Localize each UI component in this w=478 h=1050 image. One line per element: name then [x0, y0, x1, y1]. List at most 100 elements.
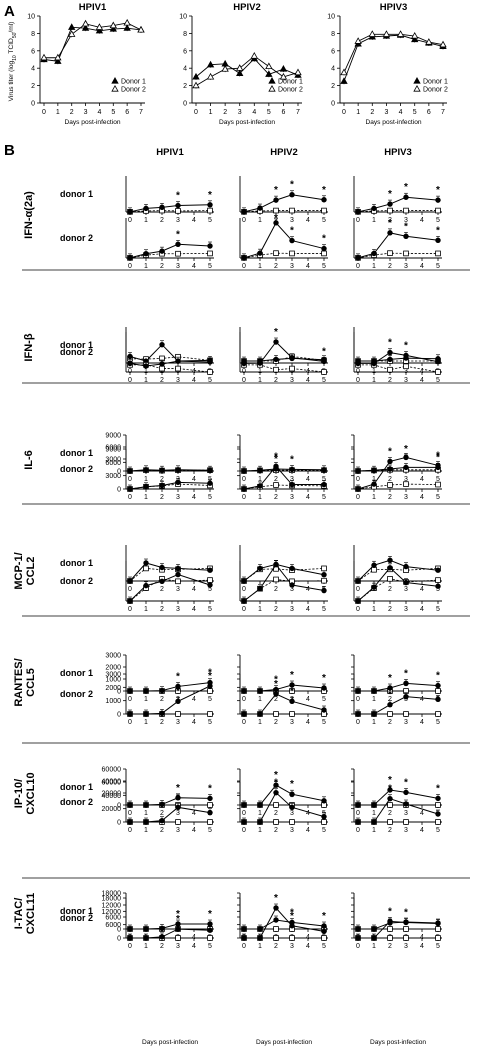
panel-b-infected-point — [273, 782, 279, 788]
panel-b-xtick-label: 1 — [258, 377, 262, 384]
panel-b-infected-point — [289, 698, 295, 705]
panel-b-xtick-label: 0 — [128, 810, 132, 817]
panel-b-infected-point — [207, 567, 213, 573]
panel-a-virus-titer-charts: Virus titer (log10 TCID50/ml) HPIV1 0 2 4 6 8 1… — [8, 2, 448, 126]
panel-b-infected-point — [403, 919, 409, 926]
panel-b-mock-line — [357, 578, 439, 602]
cytokine-label: IFN-α(2a) — [23, 191, 35, 239]
panel-a-xtick-label: 0 — [42, 109, 46, 116]
panel-b-infected-point — [403, 454, 409, 461]
panel-b-xlabel: Days post-infection — [370, 1039, 426, 1046]
panel-b-mock-point — [435, 250, 441, 257]
panel-a-xtick-label: 6 — [125, 109, 129, 116]
panel-b-xtick-label: 3 — [290, 810, 294, 817]
panel-b-xtick-label: 3 — [176, 810, 180, 817]
panel-b-xtick-label: 4 — [192, 476, 196, 483]
significance-star: * — [322, 234, 326, 245]
panel-b-mock-point — [273, 711, 279, 717]
panel-b-xtick-label: 5 — [208, 494, 212, 501]
panel-b-xtick-label: 2 — [160, 494, 164, 501]
panel-b-infected-point — [159, 801, 165, 808]
panel-a-ytick-label: 10 — [179, 14, 187, 21]
panel-b-xtick-label: 5 — [208, 943, 212, 950]
significance-star: * — [274, 778, 278, 789]
panel-a-ytick-label: 0 — [183, 101, 187, 108]
panel-b-infected-point — [321, 685, 327, 691]
panel-b-xtick-label: 5 — [322, 943, 326, 950]
significance-star: * — [436, 671, 440, 682]
panel-b-xtick-label: 4 — [420, 827, 424, 834]
donor-label-2: donor 2 — [60, 233, 93, 243]
panel-b-xtick-label: 0 — [356, 827, 360, 834]
panel-b-infected-point — [273, 686, 279, 693]
panel-b-mock-point — [403, 819, 409, 825]
panel-a-title-HPIV2: HPIV2 — [233, 2, 260, 13]
panel-a-point-donor1 — [279, 65, 288, 72]
panel-b-mock-point — [387, 366, 393, 373]
significance-star: * — [388, 784, 392, 795]
panel-b-xtick-label: 2 — [274, 943, 278, 950]
panel-b-infected-point — [207, 582, 213, 588]
significance-star: * — [388, 338, 392, 349]
panel-b-xtick-label: 2 — [160, 476, 164, 483]
significance-star: * — [322, 911, 326, 922]
panel-b-xtick-label: 2 — [274, 606, 278, 613]
panel-b-xtick-label: 0 — [242, 696, 246, 703]
panel-b-infected-point — [143, 484, 149, 490]
panel-b-xtick-label: 4 — [306, 696, 310, 703]
panel-b-xtick-label: 3 — [176, 494, 180, 501]
panel-a-ytick-label: 4 — [31, 66, 35, 73]
panel-b-mock-point — [273, 926, 279, 932]
panel-b-infected-point — [241, 819, 247, 825]
panel-b-xtick-label: 0 — [242, 810, 246, 817]
panel-b-xtick-label: 0 — [356, 217, 360, 224]
panel-b-xtick-label: 3 — [176, 943, 180, 950]
panel-b-xtick-label: 2 — [388, 827, 392, 834]
panel-b-xtick-label: 4 — [192, 377, 196, 384]
panel-b-xtick-label: 5 — [436, 586, 440, 593]
panel-b-infected-point — [387, 349, 393, 356]
panel-b-infected-point — [143, 711, 149, 717]
panel-b-infected-point — [175, 698, 181, 705]
panel-b-mock-point — [273, 366, 279, 373]
panel-b-infected-point — [387, 701, 393, 708]
panel-b-xtick-label: 1 — [144, 810, 148, 817]
panel-b-xtick-label: 2 — [388, 217, 392, 224]
panel-b-infected-point — [175, 571, 181, 578]
panel-b-xtick-label: 0 — [128, 606, 132, 613]
panel-b-infected-point — [289, 923, 295, 929]
panel-b-xtick-label: 5 — [436, 476, 440, 483]
panel-a-xtick-label: 4 — [252, 109, 256, 116]
panel-b-ytick-label: 3000 — [105, 653, 121, 660]
panel-b-infected-point — [403, 563, 409, 570]
panel-b-xtick-label: 1 — [258, 476, 262, 483]
panel-b-xtick-label: 3 — [290, 586, 294, 593]
panel-b-xtick-label: 2 — [160, 606, 164, 613]
panel-b-infected-point — [355, 486, 361, 492]
panel-b-mock-point — [289, 250, 295, 257]
panel-b-mock-point — [207, 802, 213, 808]
panel-b-infected-point — [387, 230, 393, 236]
significance-star: * — [388, 446, 392, 457]
panel-b-infected-point — [289, 355, 295, 361]
panel-b-infected-point — [175, 202, 181, 209]
panel-b-infected-point — [143, 819, 149, 825]
panel-b-mock-point — [207, 577, 213, 583]
panel-b-xtick-label: 2 — [274, 719, 278, 726]
panel-a-point-donor2 — [411, 31, 419, 39]
panel-b-infected-point — [371, 562, 377, 568]
panel-b-infected-point — [355, 598, 361, 604]
significance-star: * — [274, 451, 278, 462]
panel-b-xtick-label: 1 — [258, 494, 262, 501]
panel-b-infected-point — [387, 918, 393, 925]
panel-b-xtick-label: 4 — [306, 263, 310, 270]
panel-b-infected-point — [273, 463, 279, 470]
panel-b-infected-line — [130, 797, 211, 806]
panel-a-legend-label: Donor 1 — [121, 79, 146, 86]
significance-star: * — [404, 682, 408, 693]
panel-b-infected-point — [435, 795, 441, 802]
panel-b-infected-point — [241, 935, 247, 941]
panel-b-infected-point — [387, 787, 393, 793]
panel-b-infected-point — [321, 481, 327, 488]
panel-b-infected-point — [273, 561, 279, 568]
